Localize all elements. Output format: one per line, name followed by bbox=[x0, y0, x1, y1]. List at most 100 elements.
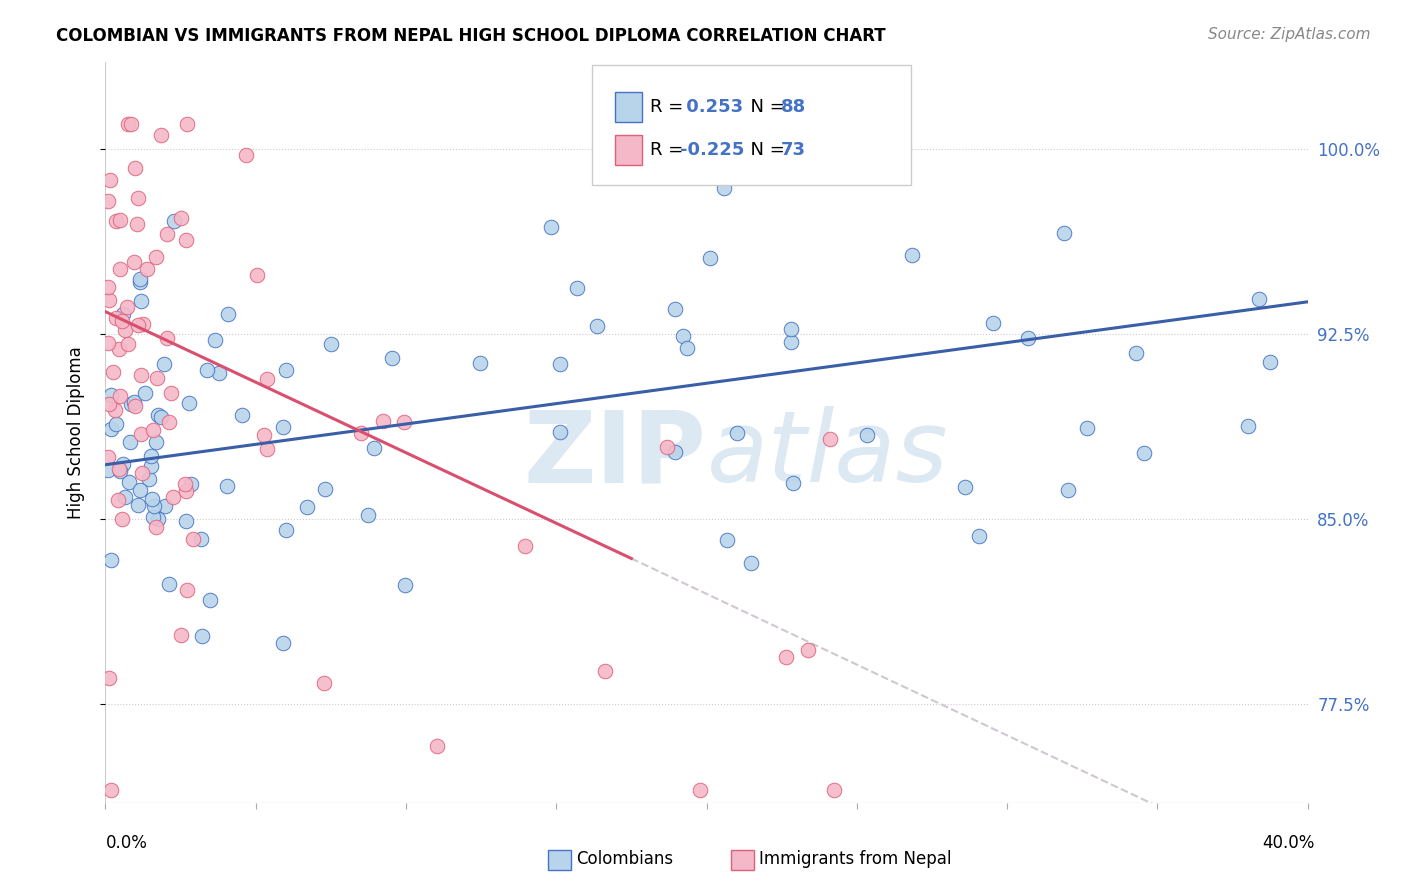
Text: COLOMBIAN VS IMMIGRANTS FROM NEPAL HIGH SCHOOL DIPLOMA CORRELATION CHART: COLOMBIAN VS IMMIGRANTS FROM NEPAL HIGH … bbox=[56, 27, 886, 45]
Point bbox=[180, 477, 202, 491]
Text: atlas: atlas bbox=[707, 407, 948, 503]
Point bbox=[104, 402, 127, 417]
Point bbox=[108, 213, 131, 227]
Point bbox=[176, 582, 198, 597]
Point bbox=[173, 477, 195, 491]
Point bbox=[586, 318, 609, 333]
Point bbox=[824, 783, 846, 797]
Point bbox=[176, 117, 198, 131]
FancyBboxPatch shape bbox=[592, 64, 911, 185]
Point bbox=[981, 316, 1004, 330]
Text: ZIP: ZIP bbox=[523, 407, 707, 503]
Point bbox=[142, 423, 165, 437]
Text: 0.253: 0.253 bbox=[681, 98, 744, 116]
Point bbox=[97, 450, 120, 465]
Point bbox=[145, 520, 167, 534]
Point bbox=[295, 500, 318, 515]
Point bbox=[129, 368, 152, 383]
Point bbox=[170, 628, 193, 642]
Y-axis label: High School Diploma: High School Diploma bbox=[66, 346, 84, 519]
Point bbox=[655, 440, 678, 454]
Point bbox=[111, 308, 134, 322]
Point bbox=[104, 311, 127, 326]
Point bbox=[191, 629, 214, 643]
Point bbox=[901, 248, 924, 262]
Point bbox=[97, 336, 120, 351]
Point bbox=[118, 435, 141, 450]
Point bbox=[689, 783, 711, 797]
Point bbox=[170, 211, 193, 225]
Point bbox=[595, 664, 617, 678]
Text: 40.0%: 40.0% bbox=[1263, 834, 1315, 852]
Point bbox=[1076, 421, 1098, 435]
Point bbox=[152, 357, 174, 371]
Point bbox=[100, 422, 122, 436]
Text: R =: R = bbox=[650, 98, 689, 116]
Text: -0.225: -0.225 bbox=[681, 141, 744, 159]
Point bbox=[124, 399, 146, 413]
Point bbox=[967, 529, 990, 543]
Point bbox=[125, 217, 148, 231]
Point bbox=[114, 491, 136, 505]
Point bbox=[392, 415, 415, 429]
Point bbox=[120, 397, 142, 411]
Point bbox=[139, 449, 162, 463]
Point bbox=[312, 676, 335, 690]
Point bbox=[565, 281, 588, 295]
Point bbox=[664, 444, 686, 458]
Point bbox=[129, 427, 152, 442]
Point bbox=[129, 272, 152, 286]
Point bbox=[146, 371, 169, 385]
Point bbox=[100, 387, 122, 401]
Point bbox=[231, 408, 253, 422]
Point bbox=[1056, 483, 1078, 497]
Point bbox=[371, 414, 394, 428]
Point bbox=[177, 396, 200, 410]
Point bbox=[740, 556, 762, 570]
Point bbox=[150, 409, 173, 424]
Point bbox=[105, 214, 128, 228]
Point bbox=[156, 227, 179, 241]
Text: N =: N = bbox=[740, 141, 790, 159]
Point bbox=[181, 532, 204, 546]
Point bbox=[468, 355, 491, 369]
Point bbox=[319, 337, 342, 351]
Point bbox=[818, 432, 841, 446]
Point bbox=[108, 261, 131, 276]
Point bbox=[127, 498, 149, 512]
Point bbox=[162, 490, 184, 504]
Point bbox=[98, 397, 121, 411]
Point bbox=[124, 161, 146, 176]
Point bbox=[273, 420, 295, 434]
Point bbox=[725, 425, 748, 440]
Point bbox=[676, 342, 699, 356]
Bar bbox=[616, 135, 641, 165]
Point bbox=[1053, 226, 1076, 240]
Point bbox=[139, 459, 162, 474]
Point bbox=[145, 250, 167, 264]
Point bbox=[100, 783, 122, 797]
Text: 0.0%: 0.0% bbox=[105, 834, 148, 852]
Point bbox=[117, 117, 139, 131]
Point bbox=[235, 147, 257, 161]
Point bbox=[117, 336, 139, 351]
Point bbox=[110, 464, 132, 478]
Point bbox=[953, 480, 976, 494]
Bar bbox=[616, 92, 641, 121]
Point bbox=[153, 499, 176, 513]
Point bbox=[97, 194, 120, 208]
Point bbox=[256, 372, 278, 386]
Point bbox=[246, 268, 269, 283]
Point bbox=[141, 491, 163, 506]
Point bbox=[381, 351, 404, 365]
Point bbox=[699, 251, 721, 265]
Point bbox=[122, 395, 145, 409]
Point bbox=[540, 219, 562, 234]
Point bbox=[217, 479, 239, 493]
Point bbox=[163, 214, 186, 228]
Point bbox=[128, 483, 150, 497]
Point bbox=[105, 417, 128, 432]
Text: Colombians: Colombians bbox=[576, 850, 673, 868]
Point bbox=[131, 466, 153, 480]
Point bbox=[112, 457, 135, 471]
